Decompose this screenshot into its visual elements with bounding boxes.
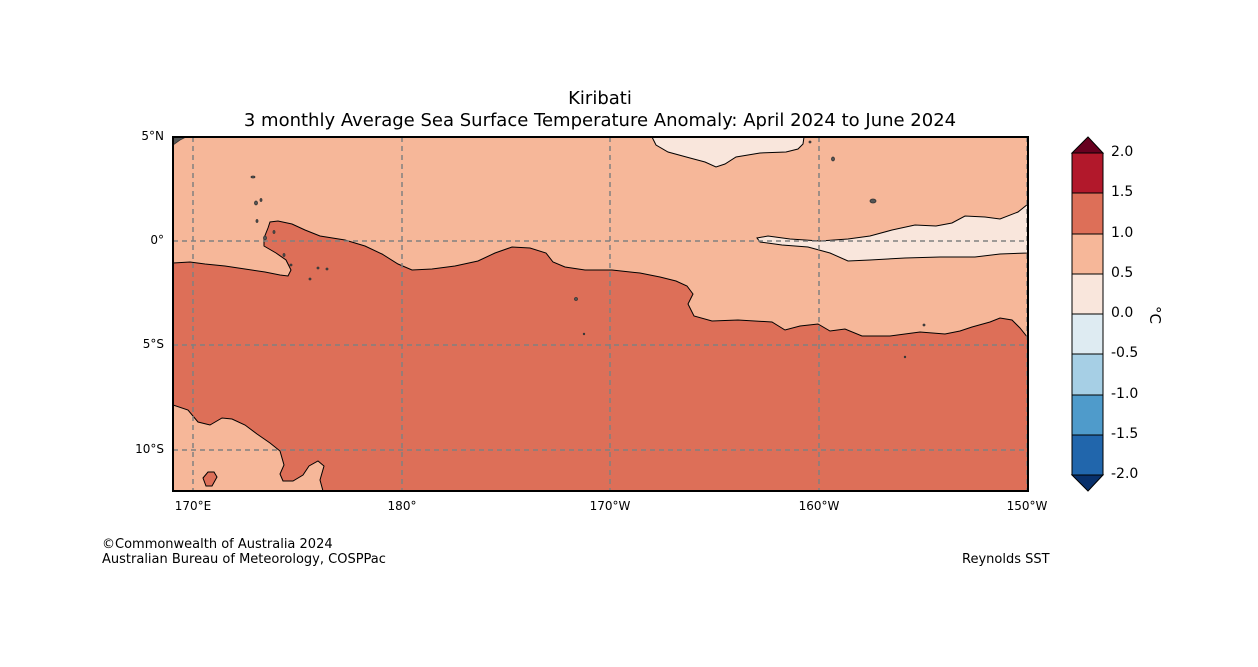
- colorbar-tick: -1.0: [1111, 386, 1139, 402]
- colorbar-tick: -2.0: [1111, 466, 1139, 482]
- colorbar-band-1p0-1p5: [1071, 192, 1104, 235]
- colorbar-tick: 1.0: [1111, 225, 1134, 241]
- copyright-text: ©Commonwealth of Australia 2024: [102, 537, 333, 552]
- colorbar-under-triangle: [1070, 474, 1105, 492]
- colorbar-band-m1p5-m1p0: [1071, 394, 1104, 436]
- warm-island-patch: [202, 471, 218, 487]
- colorbar-tick: -1.5: [1111, 426, 1139, 442]
- colorbar-tick: 2.0: [1111, 144, 1134, 160]
- colorbar-band-m2p0-m1p5: [1071, 434, 1104, 476]
- anomaly-region-0p0-0p5-north: [651, 137, 805, 168]
- colorbar-tick: 0.5: [1111, 265, 1134, 281]
- map-title: Kiribati: [568, 88, 632, 109]
- anomaly-region-0p0-0p5-equator: [756, 203, 1028, 262]
- colorbar-tick: -0.5: [1111, 345, 1139, 361]
- lon-label-170w: 170°W: [589, 499, 631, 513]
- lat-label-5s: 5°S: [142, 337, 164, 351]
- lon-label-170e: 170°E: [174, 499, 212, 513]
- anomaly-region-1p0-1p5: [173, 220, 1028, 491]
- colorbar-band-0p0-0p5: [1071, 273, 1104, 315]
- lat-label-10s: 10°S: [135, 442, 164, 456]
- lon-label-180: 180°: [387, 499, 417, 513]
- lon-label-150w: 150°W: [1006, 499, 1048, 513]
- lat-label-5n: 5°N: [141, 129, 164, 143]
- colorbar-tick: 0.0: [1111, 305, 1134, 321]
- colorbar-tick: 1.5: [1111, 184, 1134, 200]
- colorbar-band-m1p0-m0p5: [1071, 353, 1104, 396]
- colorbar-over-triangle: [1070, 136, 1105, 154]
- colorbar-band-m0p5-0p0: [1071, 313, 1104, 355]
- map-subtitle: 3 monthly Average Sea Surface Temperatur…: [243, 110, 957, 131]
- lon-label-160w: 160°W: [798, 499, 840, 513]
- land-islands: [173, 137, 926, 359]
- data-source-text: Reynolds SST: [962, 552, 1050, 567]
- colorbar: [1070, 136, 1105, 492]
- agency-text: Australian Bureau of Meteorology, COSPPa…: [102, 552, 386, 567]
- colorbar-band-0p5-1p0: [1071, 233, 1104, 275]
- colorbar-unit-label: °C: [1145, 306, 1164, 324]
- lat-label-0: 0°: [150, 233, 164, 247]
- colorbar-band-1p5-2p0: [1071, 152, 1104, 194]
- map-frame: [172, 136, 1029, 492]
